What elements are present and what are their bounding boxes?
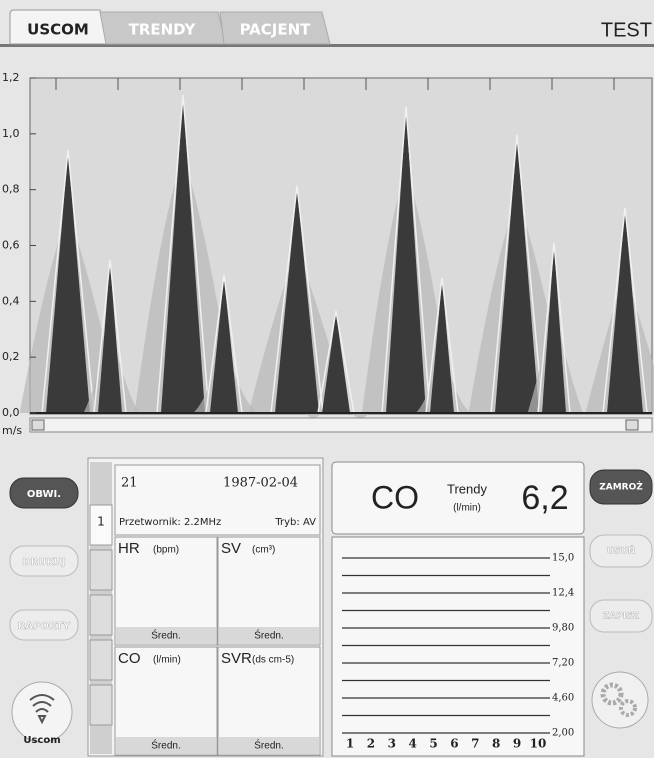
patient-date: 1987-02-04 bbox=[223, 476, 298, 491]
tab-label: TRENDY bbox=[129, 21, 197, 39]
logo-badge bbox=[12, 682, 72, 742]
trend-label: Trendy bbox=[447, 481, 487, 496]
y-tick-label: 1,2 bbox=[2, 71, 20, 84]
x-tick-label: 7 bbox=[471, 737, 479, 751]
y-tick-label: 0,8 bbox=[2, 183, 20, 196]
button-label: DRUKUJ bbox=[22, 557, 66, 568]
cell-label: CO bbox=[118, 650, 141, 667]
row-number: 1 bbox=[97, 515, 105, 529]
trend-chart bbox=[332, 537, 584, 756]
y-tick-label: 12,4 bbox=[552, 588, 574, 599]
transducer: Przetwornik: 2.2MHz bbox=[119, 517, 221, 528]
y-tick-label: 9,80 bbox=[552, 623, 574, 634]
x-tick-label: 8 bbox=[492, 737, 500, 751]
mode: Tryb: AV bbox=[274, 517, 316, 528]
axis-unit: m/s bbox=[2, 424, 22, 437]
patient-id: 21 bbox=[121, 476, 138, 491]
button-label: USUŃ bbox=[607, 545, 636, 557]
cell-label: HR bbox=[118, 540, 140, 557]
scroll-right[interactable] bbox=[626, 420, 638, 430]
x-tick-label: 1 bbox=[346, 737, 354, 751]
cell-unit: (ds cm-5) bbox=[252, 655, 294, 666]
row-index[interactable] bbox=[90, 550, 112, 590]
x-tick-label: 4 bbox=[408, 737, 416, 751]
y-tick-label: 7,20 bbox=[552, 658, 574, 669]
co-unit: (l/min) bbox=[453, 503, 481, 514]
x-tick-label: 6 bbox=[450, 737, 458, 751]
row-index[interactable] bbox=[90, 595, 112, 635]
cell-unit: (bpm) bbox=[153, 545, 179, 556]
x-tick-label: 2 bbox=[367, 737, 375, 751]
y-tick-label: 0,4 bbox=[2, 294, 20, 307]
y-tick-label: 2,00 bbox=[552, 728, 574, 739]
y-tick-label: 1,0 bbox=[2, 127, 20, 140]
x-tick-label: 9 bbox=[513, 737, 521, 751]
page: USCOM TRENDY PACJENT TEST m/s OBWI. DRUK… bbox=[0, 0, 654, 758]
co-label: CO bbox=[371, 479, 419, 515]
row-index[interactable] bbox=[90, 685, 112, 725]
button-label: OBWI. bbox=[27, 489, 61, 500]
cell-label: SV bbox=[221, 540, 241, 557]
y-tick-label: 4,60 bbox=[552, 693, 574, 704]
tab-label: PACJENT bbox=[240, 21, 312, 39]
scrollbar[interactable] bbox=[30, 418, 652, 432]
logo-text: Uscom bbox=[23, 735, 60, 746]
row-index[interactable] bbox=[90, 640, 112, 680]
x-tick-label: 10 bbox=[530, 737, 547, 751]
mode-label: TEST bbox=[601, 19, 652, 41]
button-label: ZAMROŻ bbox=[599, 482, 643, 493]
y-tick-label: 15,0 bbox=[552, 553, 574, 564]
cell-unit: (cm³) bbox=[252, 545, 275, 556]
button-label: RAPORTY bbox=[18, 621, 71, 632]
scroll-left[interactable] bbox=[32, 420, 44, 430]
cell-footer-label: Średn. bbox=[151, 739, 180, 752]
cell-footer-label: Średn. bbox=[254, 629, 283, 642]
tab-label: USCOM bbox=[27, 21, 89, 39]
cell-footer-label: Średn. bbox=[254, 739, 283, 752]
row-index-cells bbox=[90, 505, 112, 725]
cell-footer-label: Średn. bbox=[151, 629, 180, 642]
x-tick-label: 3 bbox=[388, 737, 396, 751]
button-label: ZAPISZ bbox=[603, 612, 640, 622]
y-tick-label: 0,2 bbox=[2, 350, 20, 363]
cell-label: SVR bbox=[221, 650, 252, 667]
x-tick-label: 5 bbox=[429, 737, 437, 751]
screen: USCOM TRENDY PACJENT TEST m/s OBWI. DRUK… bbox=[0, 0, 654, 758]
y-tick-label: 0,0 bbox=[2, 406, 20, 419]
co-value: 6,2 bbox=[521, 479, 568, 517]
y-tick-label: 0,6 bbox=[2, 239, 20, 252]
cell-unit: (l/min) bbox=[153, 655, 181, 666]
